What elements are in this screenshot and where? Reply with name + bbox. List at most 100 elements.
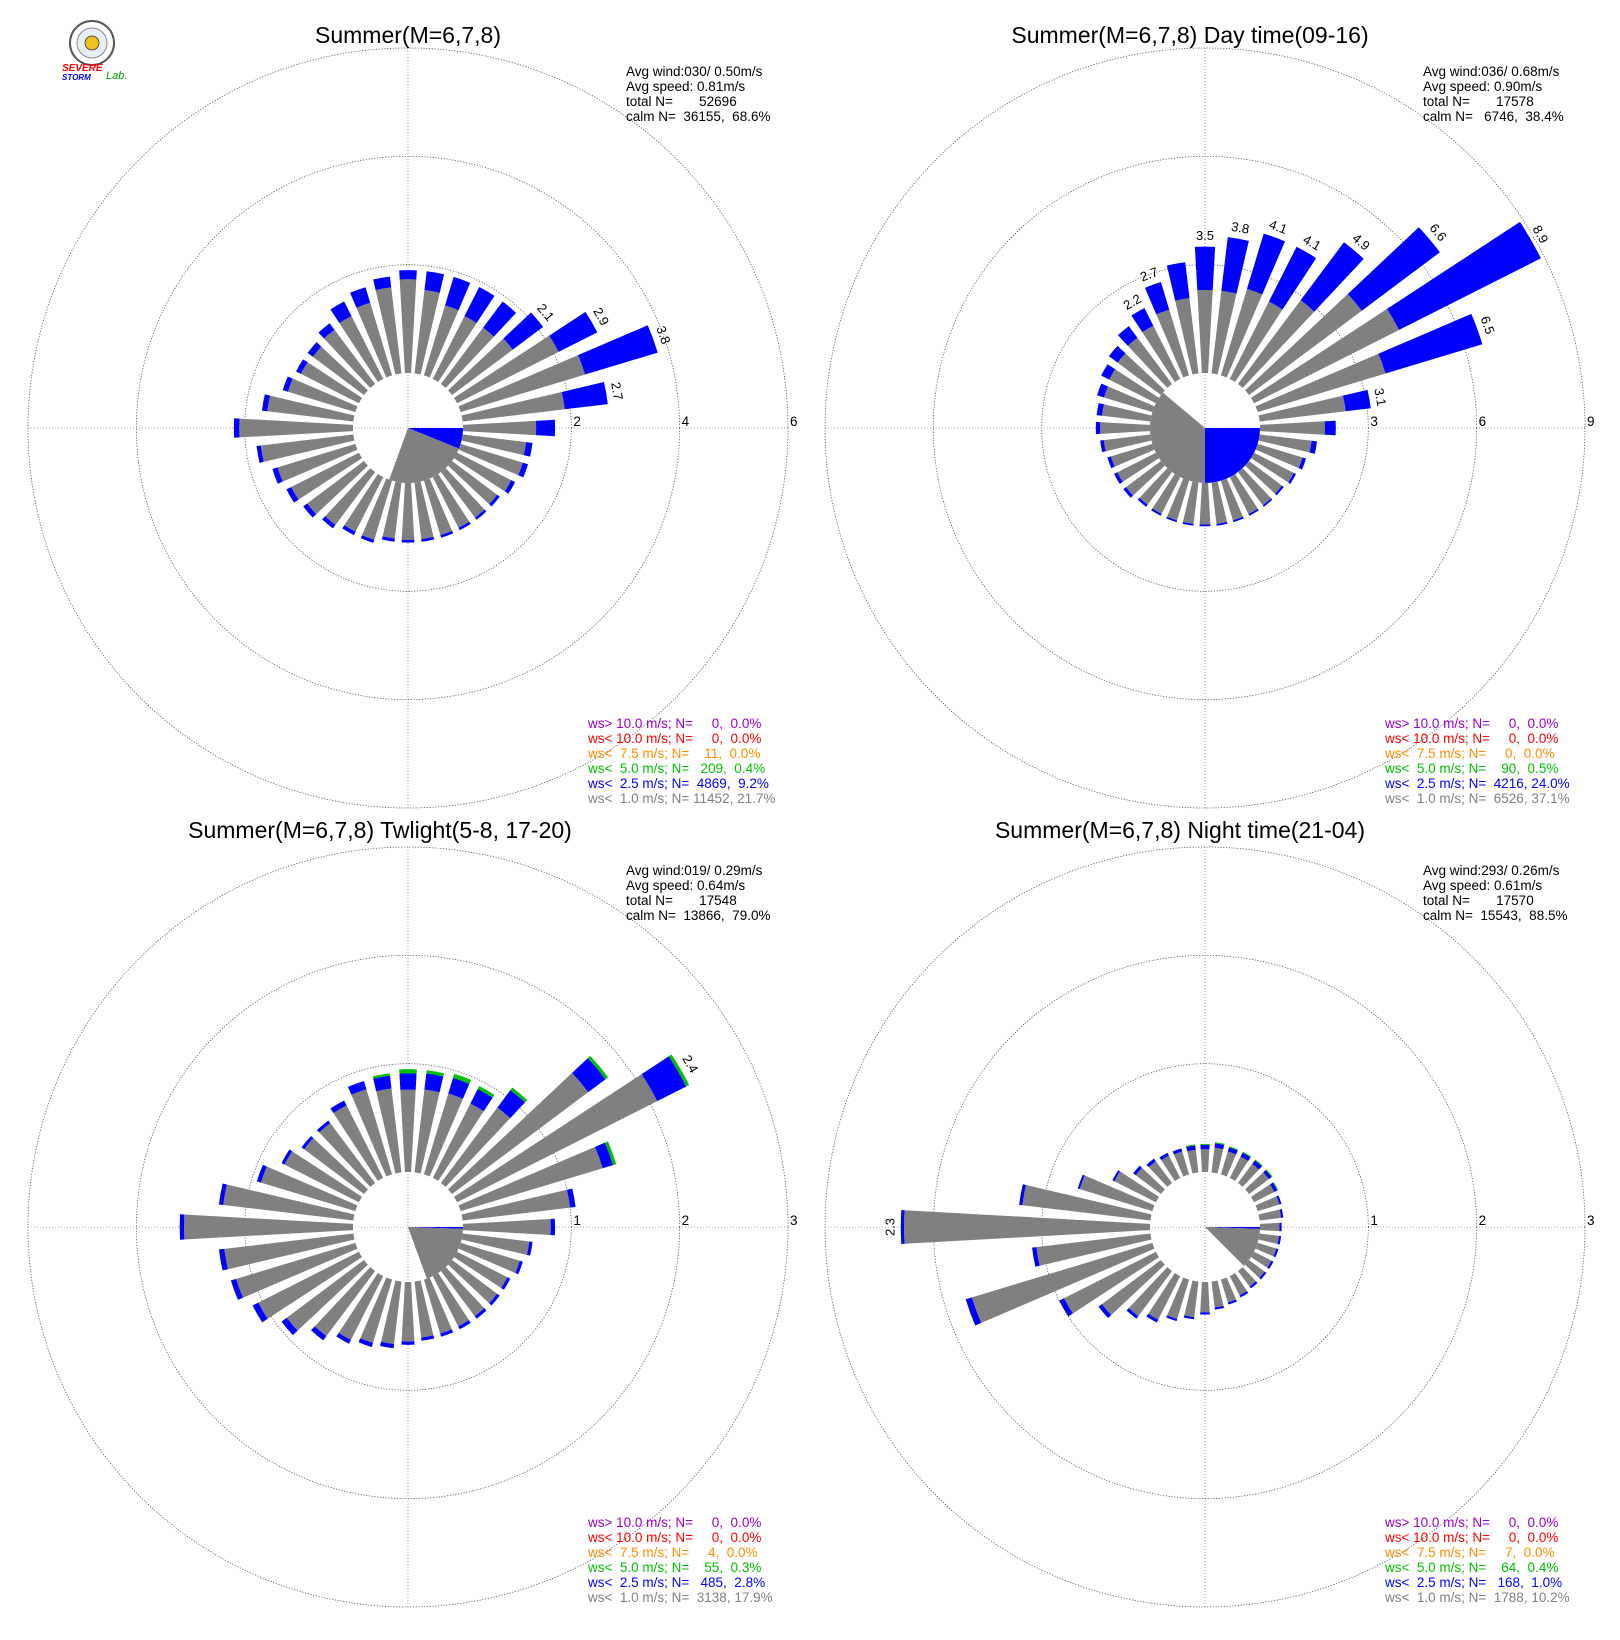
bar-segment-lt1: [458, 355, 586, 413]
bar-segment-lt1: [461, 391, 565, 422]
bar-segment-lt1: [414, 290, 440, 375]
ring-label: 1: [1370, 1213, 1378, 1228]
bar-segment-lt1: [1251, 452, 1294, 483]
calm-wedge-segment: [408, 1227, 463, 1229]
bar-segment-lt1: [344, 474, 384, 532]
bar-segment-lt2_5: [518, 462, 529, 478]
bar-segment-lt2_5: [1227, 1147, 1238, 1155]
calm-wedge-segment: [1205, 428, 1260, 483]
bar-segment-lt1: [1127, 337, 1173, 388]
bar-segment-lt2_5: [1144, 282, 1170, 315]
bar-segment-lt2_5: [1227, 1299, 1237, 1305]
bar-segment-lt2_5: [1298, 457, 1307, 470]
ring-label: 3: [1587, 1213, 1595, 1228]
bar-segment-lt2_5: [1386, 221, 1541, 330]
bar-segment-lt1: [184, 1214, 354, 1240]
bar-segment-lt5: [1214, 1142, 1225, 1145]
bar-segment-lt1: [971, 1242, 1155, 1323]
bar-segment-lt1: [1142, 325, 1181, 382]
bar-segment-lt2_5: [572, 1058, 606, 1093]
bar-segment-lt2_5: [504, 480, 516, 494]
bar-segment-lt2_5: [1172, 1148, 1183, 1155]
bar-segment-lt1: [462, 420, 537, 436]
bar-segment-lt1: [1103, 434, 1152, 452]
calm-wedge-segment: [1205, 1227, 1260, 1229]
bar-segment-lt5: [1272, 1182, 1279, 1191]
bar-segment-lt2_5: [489, 494, 500, 507]
ring-label: 3: [790, 1213, 798, 1228]
calm-wedge-segment: [1150, 392, 1205, 483]
bar-segment-lt1: [382, 481, 402, 539]
bar-segment-lt1: [1255, 353, 1386, 413]
bar-segment-lt1: [381, 1280, 402, 1345]
bar-segment-lt2_5: [347, 1081, 367, 1095]
bar-segment-lt2_5: [316, 1120, 331, 1133]
bar-segment-lt1: [286, 1259, 368, 1331]
bar-value-label: 3.1: [1371, 387, 1389, 407]
bar-value-label: 6.5: [1478, 314, 1498, 336]
ring-label: 3: [1370, 414, 1378, 429]
bar-segment-lt2_5: [445, 276, 471, 311]
bar-value-label: 2.9: [590, 305, 612, 328]
bar-segment-lt2_5: [900, 1210, 905, 1244]
bar-segment-lt2_5: [1123, 487, 1134, 498]
bar-segment-lt1: [1229, 1156, 1249, 1181]
stats-line: Avg wind:030/ 0.50m/s: [626, 64, 763, 79]
bar-segment-lt2_5: [281, 1317, 298, 1336]
bar-segment-lt1: [1161, 1155, 1181, 1181]
bar-segment-lt1: [1101, 1259, 1165, 1316]
legend-entry: ws< 5.0 m/s; N= 64, 0.4%: [1384, 1560, 1558, 1575]
bar-segment-lt1: [1229, 474, 1258, 515]
legend-entry: ws> 10.0 m/s; N= 0, 0.0%: [587, 1515, 761, 1530]
bar-segment-lt2_5: [401, 539, 415, 543]
bar-segment-lt1: [1220, 478, 1244, 521]
panel-title: Summer(M=6,7,8) Day time(09-16): [1011, 22, 1368, 48]
ring-label: 9: [1587, 414, 1595, 429]
bar-segment-lt2_5: [336, 1332, 351, 1344]
bar-segment-lt1: [258, 1251, 362, 1319]
ring-label: 6: [1479, 414, 1487, 429]
bar-segment-lt1: [1101, 404, 1152, 422]
bar-segment-lt2_5: [1239, 1291, 1249, 1298]
panel-title: Summer(M=6,7,8) Night time(21-04): [995, 817, 1365, 843]
bar-value-label: 2.4: [679, 1052, 701, 1075]
bar-segment-lt2_5: [1194, 246, 1216, 291]
stats-line: total N= 52696: [626, 94, 737, 109]
bar-segment-lt2_5: [448, 1077, 470, 1099]
bar-segment-lt1: [448, 460, 498, 505]
bar-segment-lt2_5: [256, 445, 264, 463]
bar-segment-lt1: [1117, 353, 1165, 396]
bar-segment-lt1: [1211, 290, 1237, 375]
bar-segment-lt1: [461, 1233, 530, 1255]
bar-segment-lt1: [1251, 308, 1400, 404]
bar-segment-lt2_5: [1166, 1315, 1178, 1322]
bar-segment-lt2_5: [523, 442, 533, 457]
bar-segment-lt5: [604, 1141, 617, 1166]
bar-segment-lt1: [339, 316, 384, 382]
bar-segment-lt1: [440, 1107, 511, 1187]
bar-segment-lt2_5: [1216, 521, 1228, 526]
bar-segment-lt1: [904, 1210, 1151, 1244]
ring-label: 6: [790, 414, 798, 429]
bar-segment-lt1: [454, 452, 512, 492]
bar-segment-lt1: [423, 305, 459, 378]
bar-segment-lt1: [375, 287, 402, 375]
bar-segment-lt2_5: [1077, 1174, 1085, 1190]
windrose-panel-summer-night: 1 2 3 2.3 Summer(M=6,7,8) Night time(21-04) A…: [824, 817, 1595, 1608]
bar-segment-lt1: [462, 1219, 551, 1235]
legend-entry: ws< 10.0 m/s; N= 0, 0.0%: [1384, 731, 1558, 746]
bar-segment-lt2_5: [1097, 383, 1108, 398]
bar-segment-lt2_5: [233, 418, 240, 438]
bar-segment-lt2_5: [1166, 262, 1190, 301]
bar-segment-lt1: [423, 1093, 463, 1177]
bar-segment-lt1: [1022, 1185, 1152, 1221]
windrose-panel-summer-twilight: 1 2 3 2.4 Summer(M=6,7,8) Twlight(5-8, 17-20…: [27, 817, 798, 1608]
bar-segment-lt1: [324, 329, 376, 388]
bar-segment-lt1: [1187, 1149, 1199, 1174]
ring-label: 1: [573, 1213, 581, 1228]
legend-entry: ws< 10.0 m/s; N= 0, 0.0%: [587, 1530, 761, 1545]
bar-value-label: 3.8: [1230, 219, 1250, 237]
bar-segment-lt1: [1110, 443, 1155, 467]
bar-segment-lt2_5: [515, 1260, 523, 1275]
bar-segment-lt1: [1245, 1259, 1265, 1278]
